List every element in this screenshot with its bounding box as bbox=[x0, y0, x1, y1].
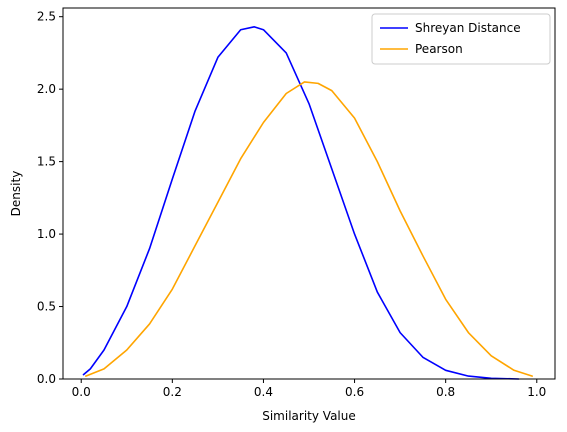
plot-area: 0.0 0.2 0.4 0.6 0.8 1.0 0.0 0.5 1.0 1.5 2.0 2.5 Simi… bbox=[9, 7, 556, 423]
axes-frame bbox=[62, 7, 556, 380]
x-axis-label: Similarity Value bbox=[262, 409, 356, 423]
x-tick-label: 0.0 bbox=[72, 385, 91, 399]
legend-label-0: Shreyan Distance bbox=[415, 21, 521, 35]
y-tick-label: 2.0 bbox=[37, 82, 56, 96]
legend-box bbox=[371, 13, 551, 65]
x-tick-label: 0.6 bbox=[345, 385, 364, 399]
y-tick-label: 1.0 bbox=[37, 227, 56, 241]
x-tick-label: 0.4 bbox=[254, 385, 273, 399]
series-line-1 bbox=[84, 81, 534, 377]
series-line-0 bbox=[82, 26, 520, 380]
y-axis-label: Density bbox=[9, 171, 23, 217]
x-tick-label: 0.8 bbox=[436, 385, 455, 399]
y-tick-label: 2.5 bbox=[37, 10, 56, 24]
x-tick-label: 0.2 bbox=[163, 385, 182, 399]
x-tick-label: 1.0 bbox=[527, 385, 546, 399]
y-tick-label: 1.5 bbox=[37, 155, 56, 169]
y-tick-label: 0.0 bbox=[37, 372, 56, 386]
y-tick-label: 0.5 bbox=[37, 300, 56, 314]
legend-label-1: Pearson bbox=[415, 42, 463, 56]
